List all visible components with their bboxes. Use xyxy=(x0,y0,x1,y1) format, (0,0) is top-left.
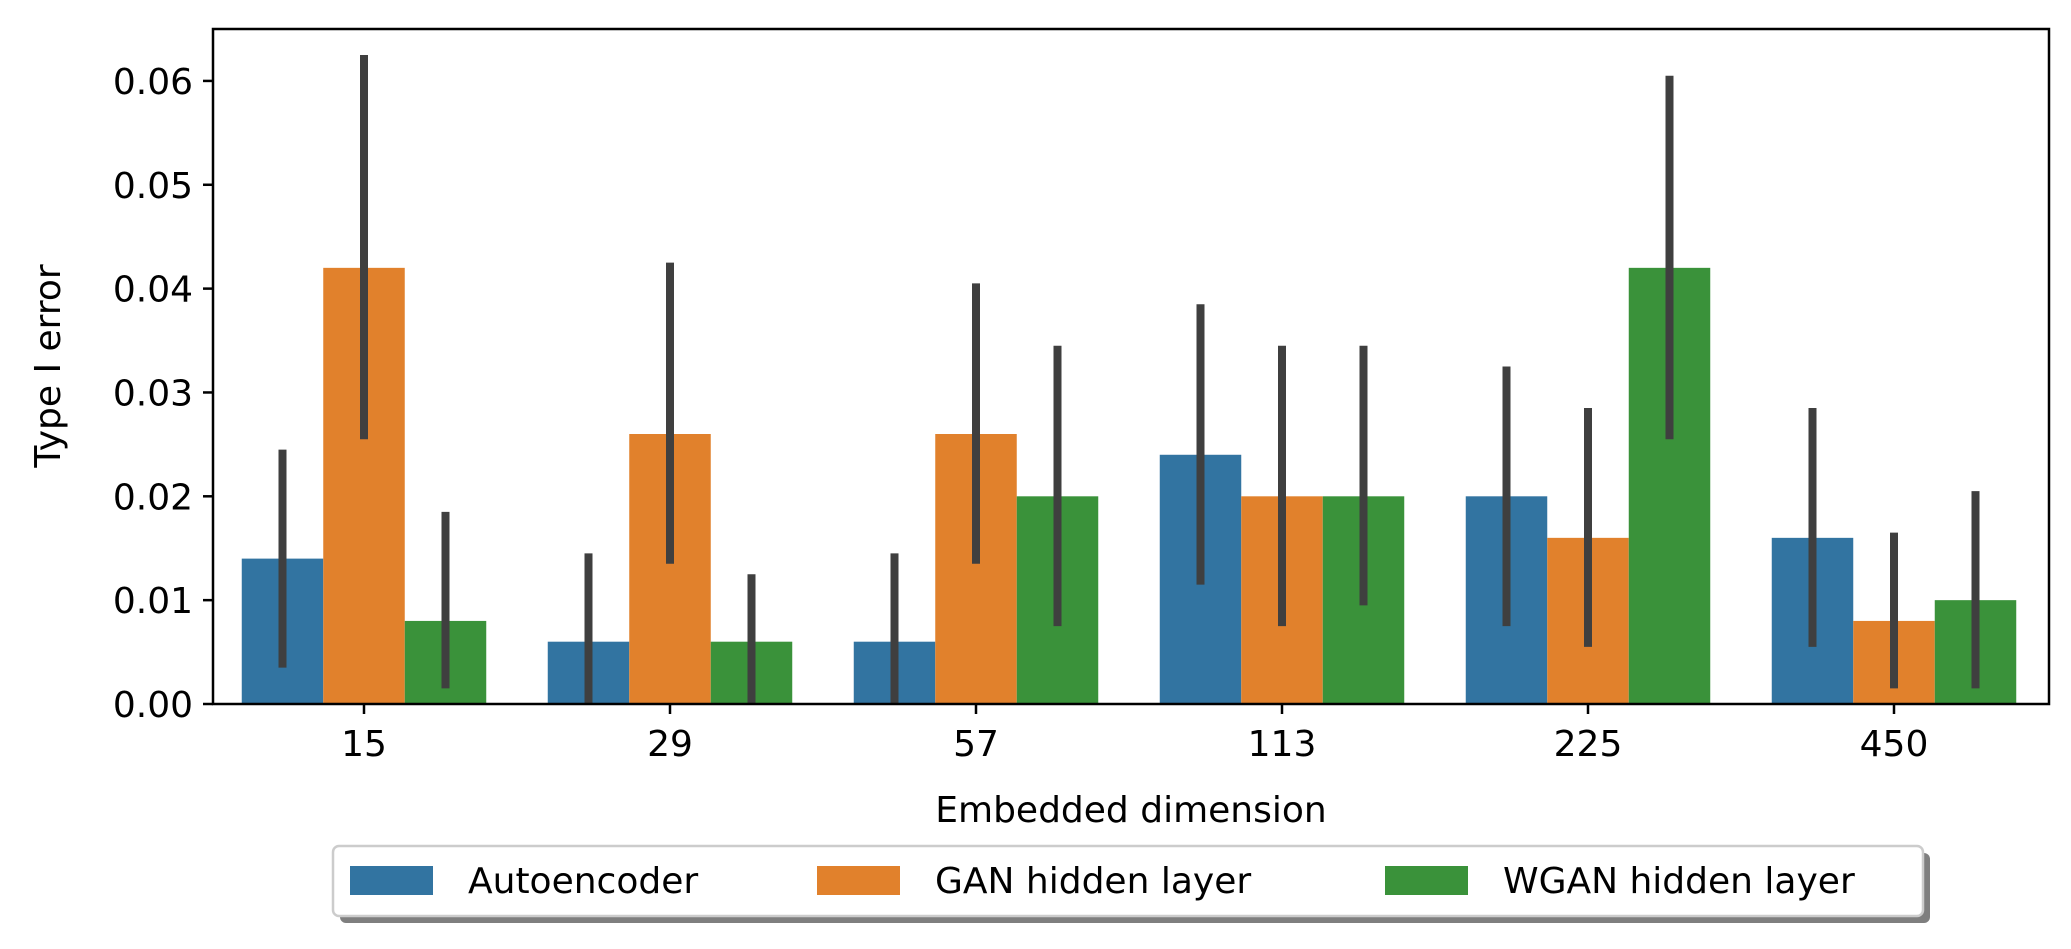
y-axis: 0.00 0.01 0.02 0.03 0.04 0.05 0.06 xyxy=(113,62,213,726)
legend-label-gan-hidden-layer: GAN hidden layer xyxy=(935,861,1251,902)
x-tick-label: 450 xyxy=(1860,724,1929,765)
y-tick-label: 0.00 xyxy=(113,685,193,726)
legend-label-autoencoder: Autoencoder xyxy=(468,861,698,902)
legend-swatch-autoencoder xyxy=(350,866,433,895)
x-tick-label: 57 xyxy=(953,724,999,765)
y-axis-label: Type I error xyxy=(28,264,69,469)
y-tick-label: 0.06 xyxy=(113,62,193,103)
y-tick-label: 0.02 xyxy=(113,477,193,518)
legend-label-wgan-hidden-layer: WGAN hidden layer xyxy=(1503,861,1855,902)
legend-swatch-wgan-hidden-layer xyxy=(1385,866,1468,895)
bars-layer xyxy=(241,267,2017,704)
errorbars-layer xyxy=(278,54,1980,704)
x-tick-label: 29 xyxy=(647,724,693,765)
legend-frame xyxy=(331,844,1925,918)
x-tick-label: 113 xyxy=(1248,724,1317,765)
y-tick-label: 0.01 xyxy=(113,581,193,622)
legend-entries: Autoencoder GAN hidden layer WGAN hidden l… xyxy=(350,861,1855,902)
x-tick-label: 225 xyxy=(1554,724,1623,765)
plot-frame xyxy=(211,27,2051,706)
y-tick-label: 0.05 xyxy=(113,166,193,207)
x-axis-label: Embedded dimension xyxy=(935,790,1326,831)
y-tick-label: 0.04 xyxy=(113,270,193,311)
y-tick-label: 0.03 xyxy=(113,373,193,414)
legend-swatch-gan-hidden-layer xyxy=(817,866,900,895)
x-tick-label: 15 xyxy=(341,724,387,765)
legend: Autoencoder GAN hidden layer WGAN hidden l… xyxy=(331,844,1930,923)
x-axis: 15 29 57 113 225 450 xyxy=(341,704,1928,765)
